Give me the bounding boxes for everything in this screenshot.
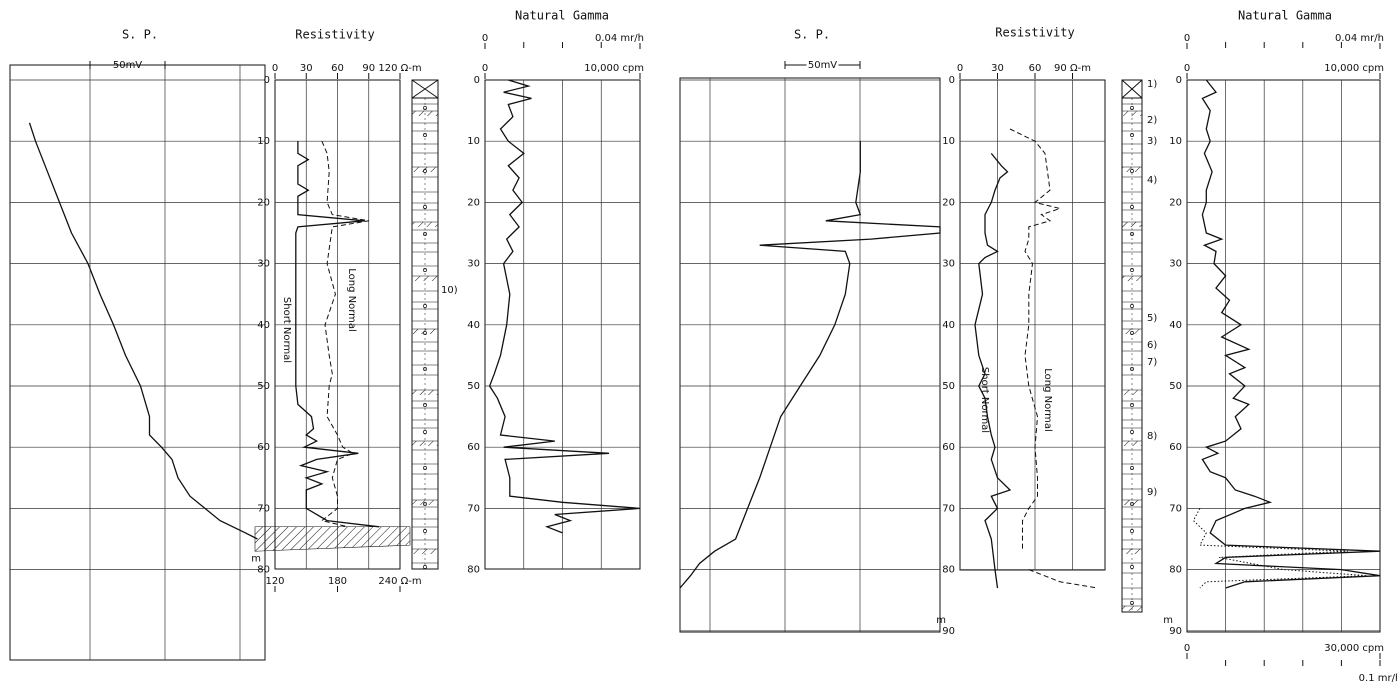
y-tick-label: 90 <box>1169 626 1182 637</box>
y-tick-label: 50 <box>942 381 955 392</box>
x-tick-label: 120 Ω-m <box>378 63 421 74</box>
log-curve <box>1202 80 1380 588</box>
y-tick-label: 30 <box>1169 259 1182 270</box>
y-tick-label: 80 <box>467 565 480 576</box>
x-tick-label: 0 <box>482 33 488 44</box>
lithology-label: 9) <box>1147 487 1157 498</box>
x-tick-label: 0 <box>272 63 278 74</box>
lithology-label: 2) <box>1147 115 1157 126</box>
y-tick-label: 10 <box>467 136 480 147</box>
y-tick-label: 20 <box>942 197 955 208</box>
log-curve <box>30 123 258 539</box>
panel-frame <box>10 65 265 660</box>
panel-title: Resistivity <box>295 28 374 42</box>
panel-title: S. P. <box>122 28 158 42</box>
x-tick-label: 0 <box>482 63 488 74</box>
x-tick-label: 10,000 cpm <box>1324 63 1384 74</box>
y-tick-label: 60 <box>467 442 480 453</box>
curve-name: Short Normal <box>281 297 292 363</box>
scale-label: 50mV <box>113 60 142 71</box>
panel-title: Natural Gamma <box>1238 9 1332 23</box>
lithology-label: 3) <box>1147 136 1157 147</box>
y-tick-label: 40 <box>942 320 955 331</box>
x-tick-label: 0.04 mr/h <box>1335 33 1384 44</box>
lithology-label: 10) <box>441 285 458 296</box>
y-tick-label: 30 <box>257 259 270 270</box>
y-tick-label: 90 <box>942 626 955 637</box>
y-tick-label: 70 <box>257 503 270 514</box>
depth-unit: m <box>936 615 946 626</box>
x-tick-label: 60 <box>1029 63 1042 74</box>
curve-name: Long Normal <box>346 268 357 332</box>
y-tick-label: 50 <box>257 381 270 392</box>
y-tick-label: 70 <box>467 503 480 514</box>
y-tick-label: 80 <box>1169 565 1182 576</box>
y-tick-label: 0 <box>1176 75 1182 86</box>
log-curve <box>322 141 369 527</box>
lithology-label: 5) <box>1147 313 1157 324</box>
y-tick-label: 20 <box>257 197 270 208</box>
x-tick-label: 30,000 cpm <box>1324 643 1384 654</box>
scale-label: 50mV <box>808 60 837 71</box>
y-tick-label: 40 <box>1169 320 1182 331</box>
x-tick-label: 120 <box>265 576 284 587</box>
y-tick-label: 70 <box>1169 503 1182 514</box>
lithology-label: 4) <box>1147 175 1157 186</box>
y-tick-label: 50 <box>467 381 480 392</box>
page: {"chart_data": [ {"type": "line", "title… <box>0 0 1397 689</box>
y-tick-label: 10 <box>1169 136 1182 147</box>
panel-title: Natural Gamma <box>515 9 609 23</box>
y-tick-label: 60 <box>257 442 270 453</box>
x-tick-label: 0 <box>1184 33 1190 44</box>
x-tick-label: 0 <box>1184 63 1190 74</box>
x-tick-label: 30 <box>300 63 313 74</box>
panel-title: S. P. <box>794 28 830 42</box>
hatched-zone <box>255 527 410 551</box>
x-tick-label: 0.04 mr/h <box>595 33 644 44</box>
log-curve <box>1010 129 1098 588</box>
y-tick-label: 20 <box>467 197 480 208</box>
y-tick-label: 60 <box>942 442 955 453</box>
x-tick-label: 10,000 cpm <box>584 63 644 74</box>
x-tick-label: 30 <box>991 63 1004 74</box>
panel-frame <box>1187 80 1380 632</box>
y-tick-label: 60 <box>1169 442 1182 453</box>
y-tick-label: 10 <box>942 136 955 147</box>
y-tick-label: 0 <box>264 75 270 86</box>
y-tick-label: 80 <box>942 565 955 576</box>
y-tick-label: 70 <box>942 503 955 514</box>
depth-unit: m <box>251 554 261 565</box>
curve-name: Long Normal <box>1042 368 1053 432</box>
y-tick-label: 0 <box>474 75 480 86</box>
page-body: S. P.50mVResistivity01020304050607080m03… <box>0 0 1397 689</box>
lithology-label: 7) <box>1147 357 1157 368</box>
y-tick-label: 80 <box>257 565 270 576</box>
y-tick-label: 40 <box>467 320 480 331</box>
log-curve <box>1193 508 1367 588</box>
x-tick-label: 0.1 mr/h <box>1359 673 1397 684</box>
x-tick-label: 90 <box>362 63 375 74</box>
y-tick-label: 30 <box>467 259 480 270</box>
well-log-figure: S. P.50mVResistivity01020304050607080m03… <box>0 0 1397 689</box>
y-tick-label: 10 <box>257 136 270 147</box>
x-tick-label: 0 <box>957 63 963 74</box>
lithology-label: 1) <box>1147 79 1157 90</box>
x-tick-label: 180 <box>328 576 347 587</box>
x-tick-label: 0 <box>1184 643 1190 654</box>
panel-title: Resistivity <box>995 26 1074 40</box>
y-tick-label: 40 <box>257 320 270 331</box>
y-tick-label: 0 <box>949 75 955 86</box>
log-curve <box>680 141 940 588</box>
x-tick-label: 90 Ω-m <box>1054 63 1091 74</box>
y-tick-label: 20 <box>1169 197 1182 208</box>
y-tick-label: 50 <box>1169 381 1182 392</box>
curve-name: Short Normal <box>979 367 990 433</box>
log-curve <box>490 80 640 533</box>
lithology-label: 6) <box>1147 340 1157 351</box>
x-tick-label: 240 Ω-m <box>378 576 421 587</box>
y-tick-label: 30 <box>942 259 955 270</box>
depth-unit: m <box>1163 615 1173 626</box>
x-tick-label: 60 <box>331 63 344 74</box>
lithology-label: 8) <box>1147 431 1157 442</box>
